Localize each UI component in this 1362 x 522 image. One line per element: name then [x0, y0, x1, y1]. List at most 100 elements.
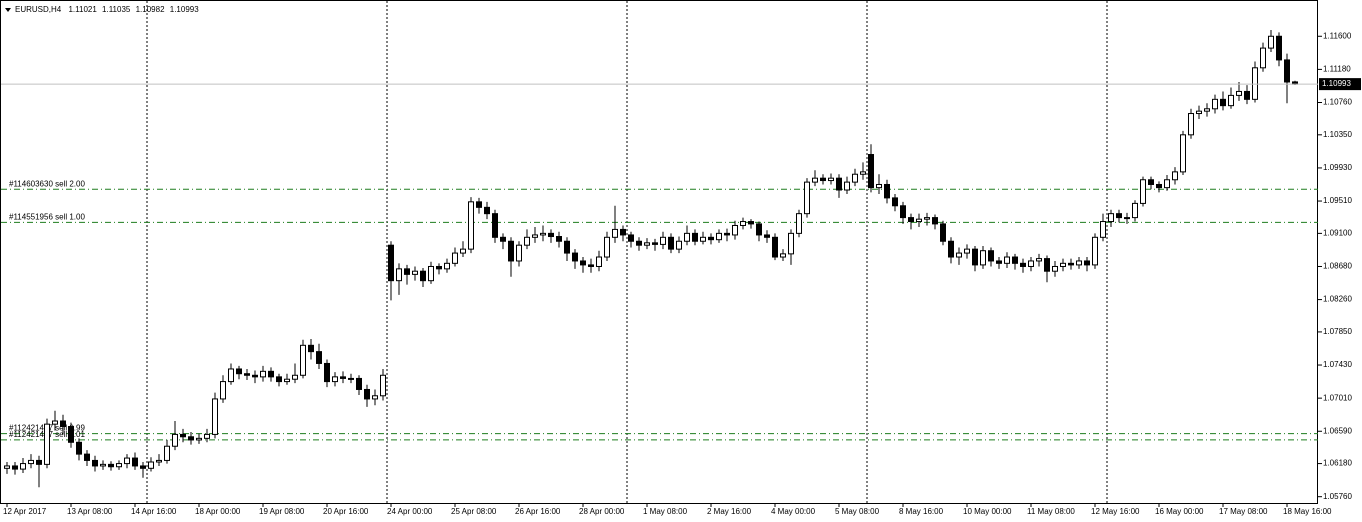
x-tick-label: 19 Apr 08:00 [259, 507, 305, 516]
candle-body [212, 398, 218, 435]
candle-body [700, 236, 706, 242]
candle-body [852, 173, 858, 183]
candle-body [196, 437, 202, 441]
candle-body [1156, 183, 1162, 189]
x-tick-label: 13 Apr 08:00 [67, 507, 113, 516]
symbol: EURUSD,H4 [15, 5, 62, 14]
candle-body [644, 242, 650, 246]
candle-body [1060, 262, 1066, 267]
candle-body [1036, 258, 1042, 262]
order-label: #114603630 sell 2.00 [9, 179, 85, 188]
candle-body [940, 223, 946, 242]
candle-body [652, 242, 658, 245]
candle-body [180, 433, 186, 438]
candle-body [772, 236, 778, 258]
candle-body [1212, 98, 1218, 110]
candle-body [268, 370, 274, 378]
candle-body [524, 236, 530, 246]
price-label-box [1319, 78, 1361, 91]
candle-body [804, 181, 810, 215]
candle-body [924, 217, 930, 220]
candle-body [484, 206, 490, 215]
candle-body [1188, 113, 1194, 136]
candle-body [20, 463, 26, 470]
candle-body [516, 244, 522, 262]
candle-body [932, 217, 938, 225]
candle-body [1180, 134, 1186, 173]
y-tick-label: 1.09510 [1323, 196, 1352, 205]
y-tick-label: 1.10350 [1323, 130, 1352, 139]
candle-body [548, 232, 554, 238]
candle-body [996, 260, 1002, 264]
candle-body [1284, 59, 1290, 83]
candle-body [1252, 67, 1258, 100]
candle-body [92, 459, 98, 467]
x-tick-label: 12 Apr 2017 [3, 507, 47, 516]
header-close: 1.10993 [170, 5, 199, 14]
x-tick-label: 5 May 08:00 [835, 507, 880, 516]
candle-body [900, 205, 906, 219]
candle-body [292, 374, 298, 380]
candle-body [1020, 262, 1026, 267]
y-tick-label: 1.07010 [1323, 393, 1352, 402]
candle-body [1100, 221, 1106, 238]
candle-body [12, 465, 18, 470]
candle-body [660, 236, 666, 245]
order-label: #114551956 sell 1.00 [9, 212, 85, 221]
candle-body [692, 232, 698, 242]
candle-body [116, 463, 122, 468]
candle-body [820, 177, 826, 182]
candle-body [1236, 90, 1242, 96]
y-tick-label: 1.09100 [1323, 228, 1352, 237]
x-tick-label: 16 May 00:00 [1155, 507, 1204, 516]
y-tick-label: 1.08680 [1323, 262, 1352, 271]
candle-body [1068, 262, 1074, 266]
candle-body [1196, 110, 1202, 115]
candle-body [1276, 35, 1282, 61]
candle-body [1012, 256, 1018, 264]
candle-body [76, 441, 82, 455]
candle-body [908, 217, 914, 223]
candle-body [340, 376, 346, 379]
candle-body [684, 232, 690, 242]
candle-body [324, 362, 330, 383]
candle-body [956, 252, 962, 258]
candle-body [796, 213, 802, 234]
candle-body [724, 232, 730, 236]
candle-body [68, 426, 74, 443]
y-tick-label: 1.05760 [1323, 492, 1352, 501]
candle-body [372, 395, 378, 400]
candle-body [836, 177, 842, 191]
x-tick-label: 11 May 08:00 [1027, 507, 1075, 516]
candle-body [108, 463, 114, 468]
candle-body [260, 370, 266, 378]
candle-body [676, 240, 682, 250]
candle-body [876, 183, 882, 189]
candle-body [844, 181, 850, 191]
candle-body [756, 223, 762, 236]
candle-body [748, 221, 754, 225]
header-low: 1.10982 [136, 5, 165, 14]
candle-body [580, 260, 586, 266]
candle-body [812, 177, 818, 183]
candle-body [228, 368, 234, 383]
candle-body [884, 183, 890, 199]
candle-body [236, 368, 242, 375]
candle-body [316, 351, 322, 364]
x-tick-label: 10 May 00:00 [963, 507, 1012, 516]
y-tick-label: 1.09930 [1323, 163, 1352, 172]
candle-body [1132, 202, 1138, 219]
candle-body [348, 377, 354, 380]
candle-body [708, 236, 714, 241]
candle-body [948, 240, 954, 258]
candle-body [436, 265, 442, 270]
candle-body [868, 154, 874, 189]
x-tick-label: 24 Apr 00:00 [387, 507, 433, 516]
candle-body [132, 457, 138, 467]
candle-body [668, 236, 674, 250]
candle-body [1164, 179, 1170, 189]
candle-body [52, 420, 58, 425]
menu-arrow[interactable] [5, 8, 11, 12]
candle-body [972, 248, 978, 266]
